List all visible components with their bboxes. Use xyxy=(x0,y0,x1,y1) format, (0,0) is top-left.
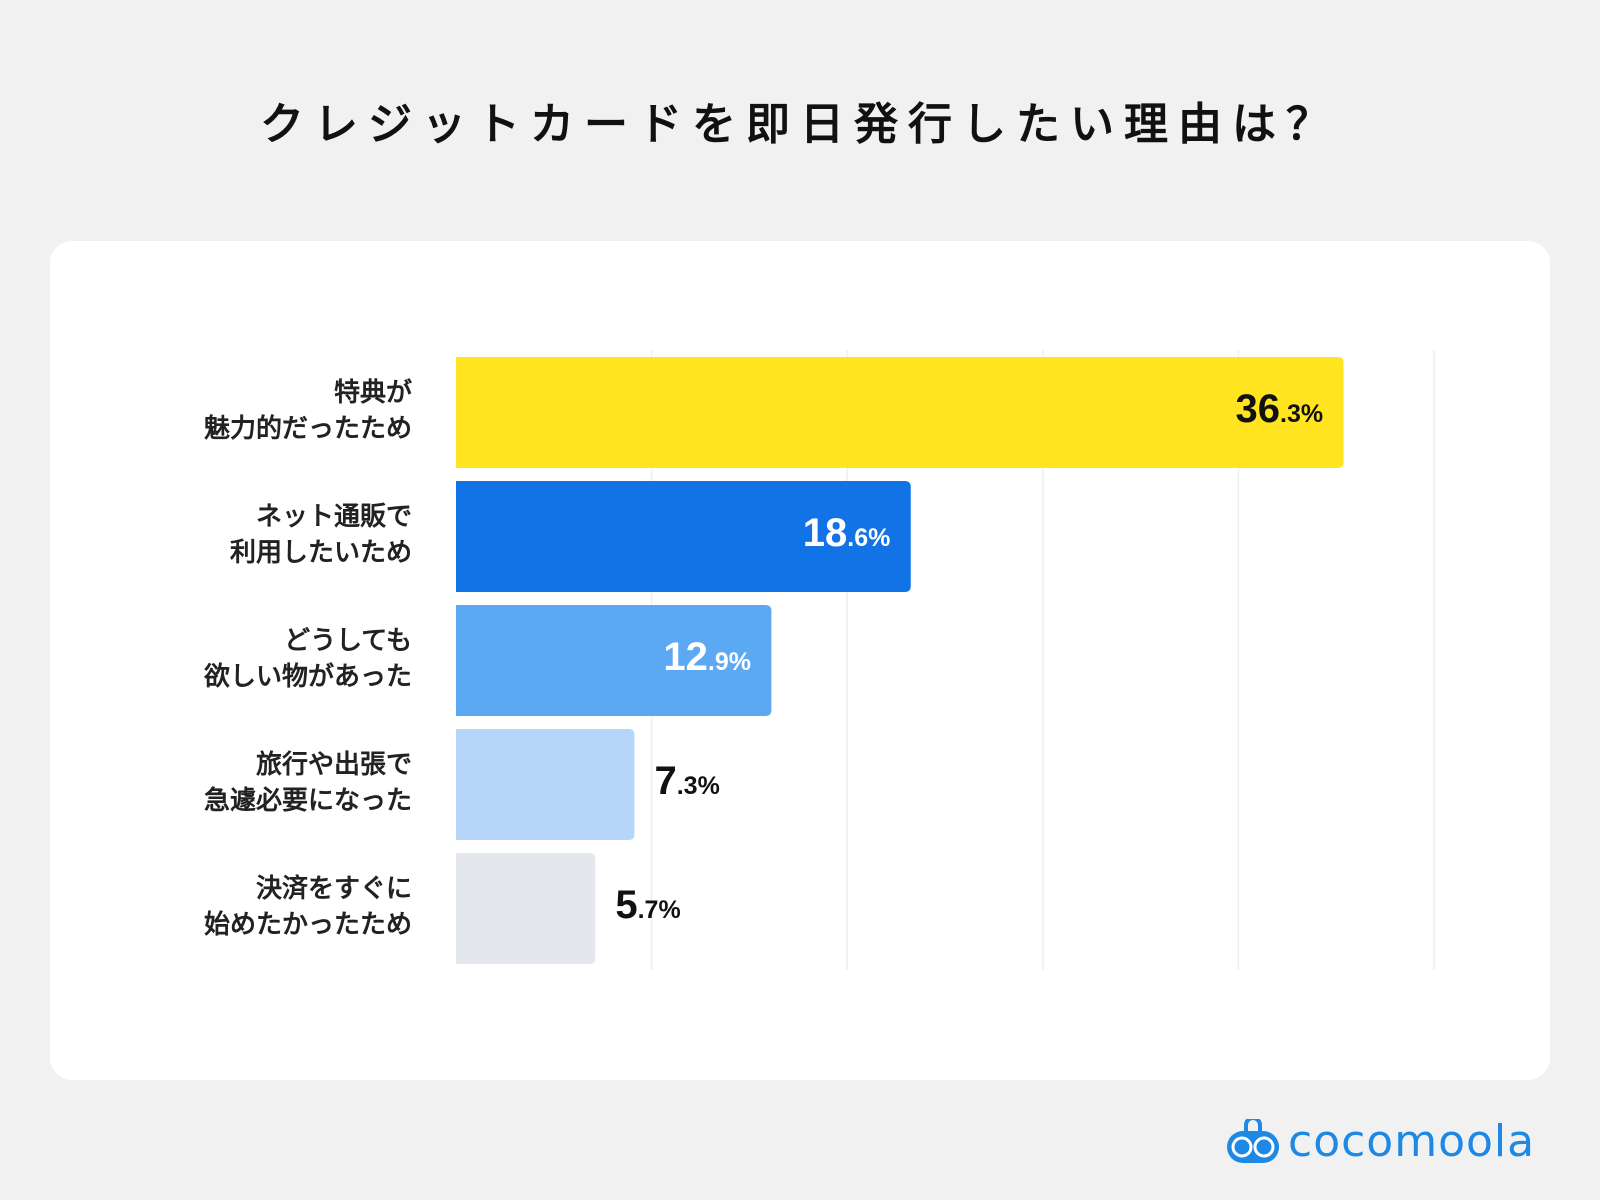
data-label: 18.6% xyxy=(803,511,891,556)
category-label-line: 急遽必要になった xyxy=(203,786,412,816)
cocomoola-logo-icon xyxy=(1227,1118,1279,1163)
bar xyxy=(456,729,635,840)
brand-name: cocomoola xyxy=(1288,1116,1536,1167)
category-label-line: 特典が xyxy=(333,378,412,408)
bar xyxy=(456,853,596,964)
bar xyxy=(456,357,1344,468)
data-label-decimal: .6% xyxy=(847,524,891,552)
category-label-line: 利用したいため xyxy=(229,538,412,568)
chart-title: クレジットカードを即日発行したい理由は？ xyxy=(260,99,1340,150)
category-label: 旅行や出張で急遽必要になった xyxy=(100,747,412,819)
category-label: 決済をすぐに始めたかったため xyxy=(100,871,412,943)
data-label-decimal: .3% xyxy=(1280,400,1324,428)
data-label-decimal: .3% xyxy=(676,772,720,800)
brand-logo: cocomoola xyxy=(1226,1116,1535,1167)
category-label-line: 始めたかったため xyxy=(203,910,412,940)
data-label-decimal: .9% xyxy=(707,648,751,676)
bar xyxy=(456,481,911,592)
data-label: 12.9% xyxy=(663,635,751,680)
data-label-integer: 18 xyxy=(802,511,848,555)
category-label: 特典が魅力的だったため xyxy=(100,375,412,447)
category-label: ネット通販で利用したいため xyxy=(100,499,412,571)
data-label-integer: 5 xyxy=(615,883,638,927)
category-label-line: 決済をすぐに xyxy=(255,874,412,904)
data-label: 5.7% xyxy=(615,883,680,928)
category-label-line: 旅行や出張で xyxy=(255,750,412,780)
data-label-decimal: .7% xyxy=(637,896,681,924)
category-label-line: 魅力的だったため xyxy=(203,414,412,444)
bar xyxy=(456,605,772,716)
data-label: 7.3% xyxy=(654,759,719,804)
category-label: どうしても欲しい物があった xyxy=(100,623,412,695)
category-label-line: ネット通販で xyxy=(255,502,412,532)
data-label-integer: 36 xyxy=(1235,387,1281,431)
category-label-line: どうしても xyxy=(284,626,412,656)
data-label-integer: 12 xyxy=(663,635,708,679)
data-label-integer: 7 xyxy=(654,759,677,803)
data-label: 36.3% xyxy=(1236,387,1324,432)
category-label-line: 欲しい物があった xyxy=(203,662,412,692)
